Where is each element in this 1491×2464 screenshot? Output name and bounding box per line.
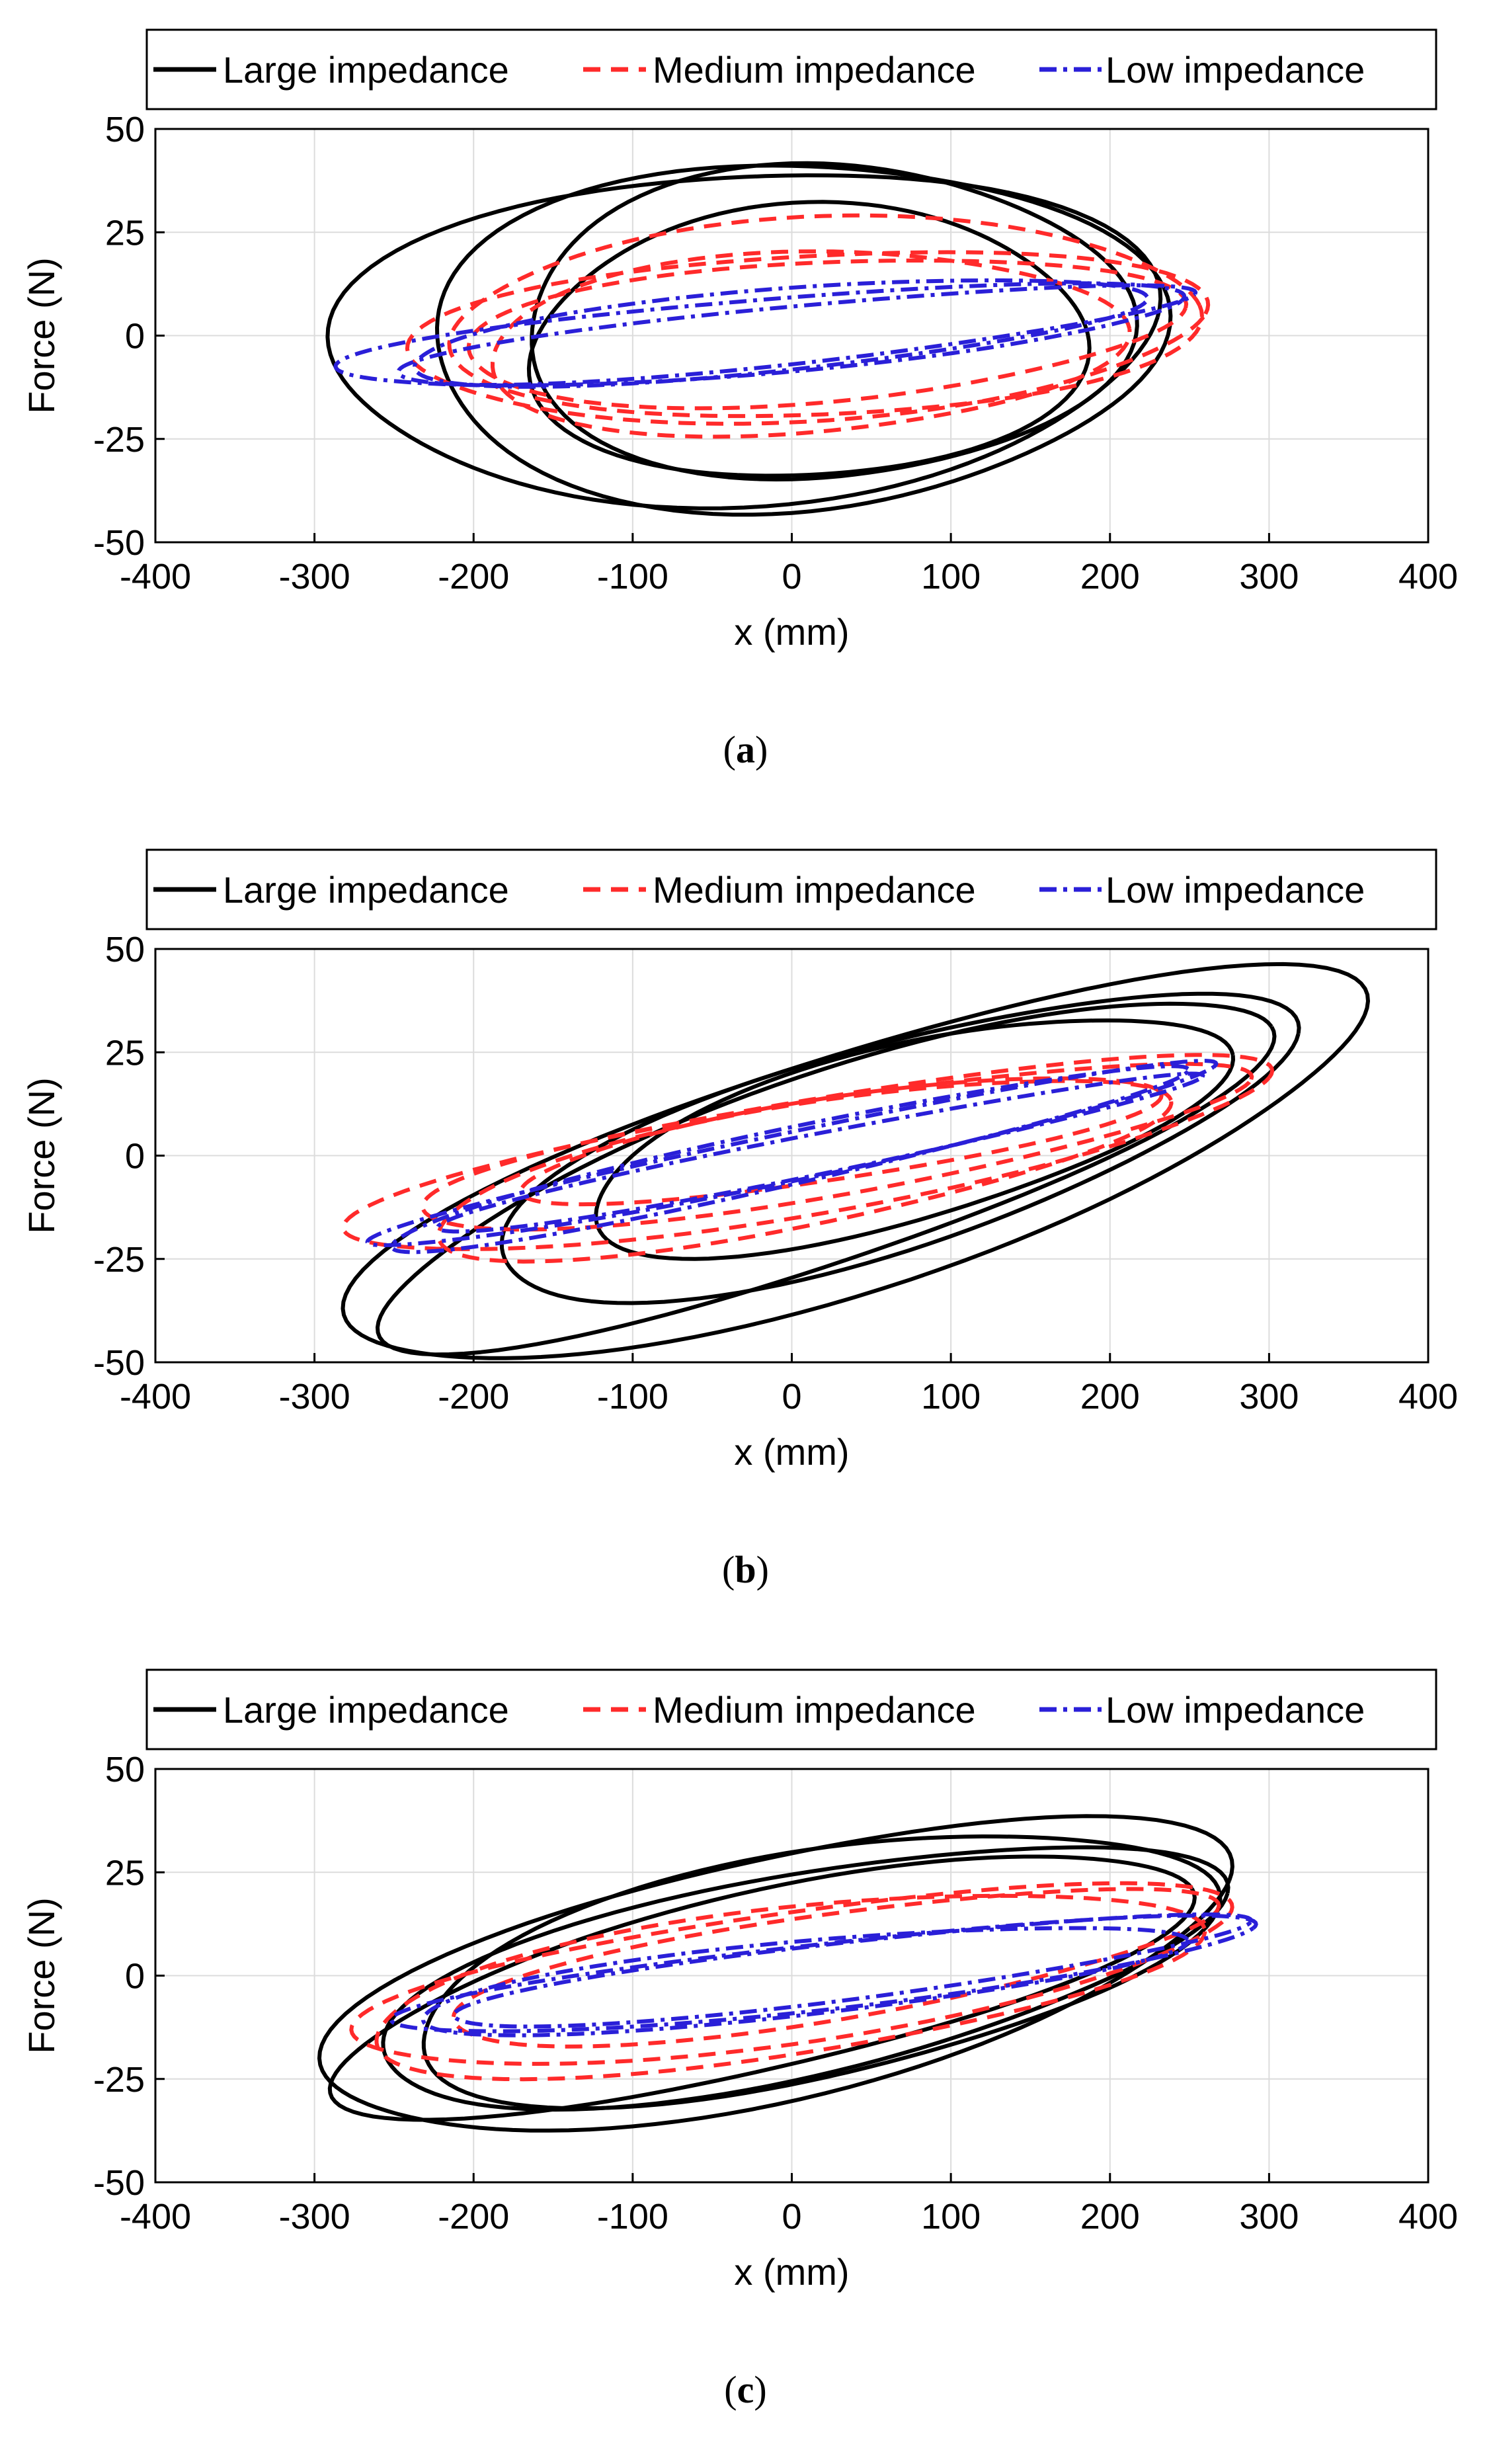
chart-panel-b: -400 -300 -200 -100 0 100 200 300 400 50 25 0 -25 -50…	[0, 820, 1491, 1640]
x-axis-label: x (mm)	[734, 1431, 849, 1473]
series-low-loop	[389, 1064, 1191, 1254]
chart-panel-c: -400 -300 -200 -100 0 100 200 300 400 50 25 0 -25 -50…	[0, 1640, 1491, 2460]
series-large-loop	[435, 163, 1173, 517]
series-low-loop	[421, 1926, 1190, 2037]
x-tick-label: -100	[597, 557, 668, 596]
y-tick-label: -50	[93, 1343, 145, 1383]
series-large-loop	[594, 1018, 1235, 1261]
series-medium-loop	[374, 1893, 1207, 2082]
series-medium-loop	[518, 1076, 1164, 1207]
legend-label-medium: Medium impedance	[653, 49, 976, 91]
x-tick-label: -300	[279, 557, 350, 596]
y-tick-label: 25	[105, 1853, 145, 1893]
y-tick-label: 50	[105, 930, 145, 969]
series-low-loop	[333, 281, 1187, 388]
x-tick-label: -400	[120, 1377, 191, 1417]
x-tick-label: 400	[1398, 1377, 1458, 1417]
series-large-loop	[341, 962, 1370, 1360]
x-tick-label: -200	[438, 2197, 509, 2237]
x-axis-label: x (mm)	[734, 2251, 849, 2293]
x-tick-label: -100	[597, 1377, 668, 1417]
series-medium-loop	[491, 249, 1132, 439]
y-tick-label: -25	[93, 1240, 145, 1280]
series-large-loop	[526, 200, 1092, 478]
series-large-loop	[327, 1854, 1197, 2122]
chart-a: -400 -300 -200 -100 0 100 200 300 400 50 25 0 -25 -50…	[20, 28, 1458, 653]
legend-label-large: Large impedance	[223, 1689, 509, 1731]
y-tick-label: 0	[125, 1957, 145, 1996]
x-tick-label: 200	[1080, 1377, 1140, 1417]
x-tick-label: 400	[1398, 2197, 1458, 2237]
x-tick-label: -200	[438, 1377, 509, 1417]
series-large-loop	[317, 1814, 1234, 2133]
x-tick-label: 200	[1080, 557, 1140, 596]
series-medium-loop	[447, 213, 1204, 419]
y-tick-label: 25	[105, 1033, 145, 1073]
series-medium-loop	[436, 1079, 1174, 1264]
x-tick-label: 0	[782, 1377, 801, 1417]
legend-label-medium: Medium impedance	[653, 1689, 976, 1731]
y-tick-label: -50	[93, 523, 145, 563]
chart-panel-a: -400 -300 -200 -100 0 100 200 300 400 50 25 0 -25 -50…	[0, 0, 1491, 820]
y-axis-label: Force (N)	[20, 1897, 62, 2053]
y-axis-label: Force (N)	[20, 257, 62, 413]
x-tick-label: -300	[279, 1377, 350, 1417]
series-low-loop	[396, 283, 1198, 388]
legend-label-low: Low impedance	[1106, 1689, 1365, 1731]
legend-label-low: Low impedance	[1106, 49, 1365, 91]
series-low-loop	[389, 1913, 1258, 2033]
x-tick-label: -400	[120, 557, 191, 596]
x-tick-label: 0	[782, 2197, 801, 2237]
y-tick-label: -25	[93, 2060, 145, 2100]
y-tick-label: -50	[93, 2163, 145, 2203]
y-tick-label: 50	[105, 110, 145, 149]
series-large-loop	[421, 1834, 1223, 2111]
chart-b: -400 -300 -200 -100 0 100 200 300 400 50 25 0 -25 -50…	[20, 848, 1458, 1473]
caption-c: (c)	[724, 2368, 767, 2411]
series-medium-loop	[421, 1061, 1254, 1232]
x-tick-label: -400	[120, 2197, 191, 2237]
y-tick-label: 25	[105, 213, 145, 253]
chart-c: -400 -300 -200 -100 0 100 200 300 400 50 25 0 -25 -50…	[20, 1668, 1458, 2293]
series-large-loop	[381, 1845, 1230, 2112]
legend-label-large: Large impedance	[223, 49, 509, 91]
legend-label-medium: Medium impedance	[653, 869, 976, 911]
x-tick-label: 100	[921, 1377, 981, 1417]
plot-area	[317, 1814, 1258, 2133]
y-tick-label: 0	[125, 1137, 145, 1176]
x-tick-label: 200	[1080, 2197, 1140, 2237]
series-large-loop	[499, 991, 1301, 1305]
x-tick-label: 100	[921, 557, 981, 596]
x-tick-label: -200	[438, 557, 509, 596]
y-tick-label: -25	[93, 420, 145, 460]
caption-a: (a)	[723, 728, 768, 771]
y-tick-label: 50	[105, 1750, 145, 1789]
legend-label-low: Low impedance	[1106, 869, 1365, 911]
x-tick-label: 100	[921, 2197, 981, 2237]
caption-b: (b)	[722, 1548, 769, 1591]
y-tick-label: 0	[125, 317, 145, 356]
series-medium-loop	[349, 1881, 1234, 2066]
x-tick-label: 0	[782, 557, 801, 596]
x-tick-label: 300	[1239, 557, 1299, 596]
series-low-loop	[452, 1912, 1254, 2029]
legend-box	[145, 1668, 1437, 1750]
x-axis-label: x (mm)	[734, 611, 849, 653]
legend-label-large: Large impedance	[223, 869, 509, 911]
plot-area	[341, 962, 1370, 1360]
series-low-loop	[413, 278, 1150, 389]
legend-box	[145, 28, 1437, 110]
x-tick-label: 400	[1398, 557, 1458, 596]
series-large-loop	[376, 1001, 1277, 1357]
x-tick-label: 300	[1239, 2197, 1299, 2237]
x-tick-label: -300	[279, 2197, 350, 2237]
x-tick-label: -100	[597, 2197, 668, 2237]
x-tick-label: 300	[1239, 1377, 1299, 1417]
legend-box	[145, 848, 1437, 930]
plot-area	[325, 161, 1211, 517]
y-axis-label: Force (N)	[20, 1077, 62, 1233]
series-medium-loop	[405, 250, 1211, 426]
series-medium-loop	[466, 259, 1189, 411]
